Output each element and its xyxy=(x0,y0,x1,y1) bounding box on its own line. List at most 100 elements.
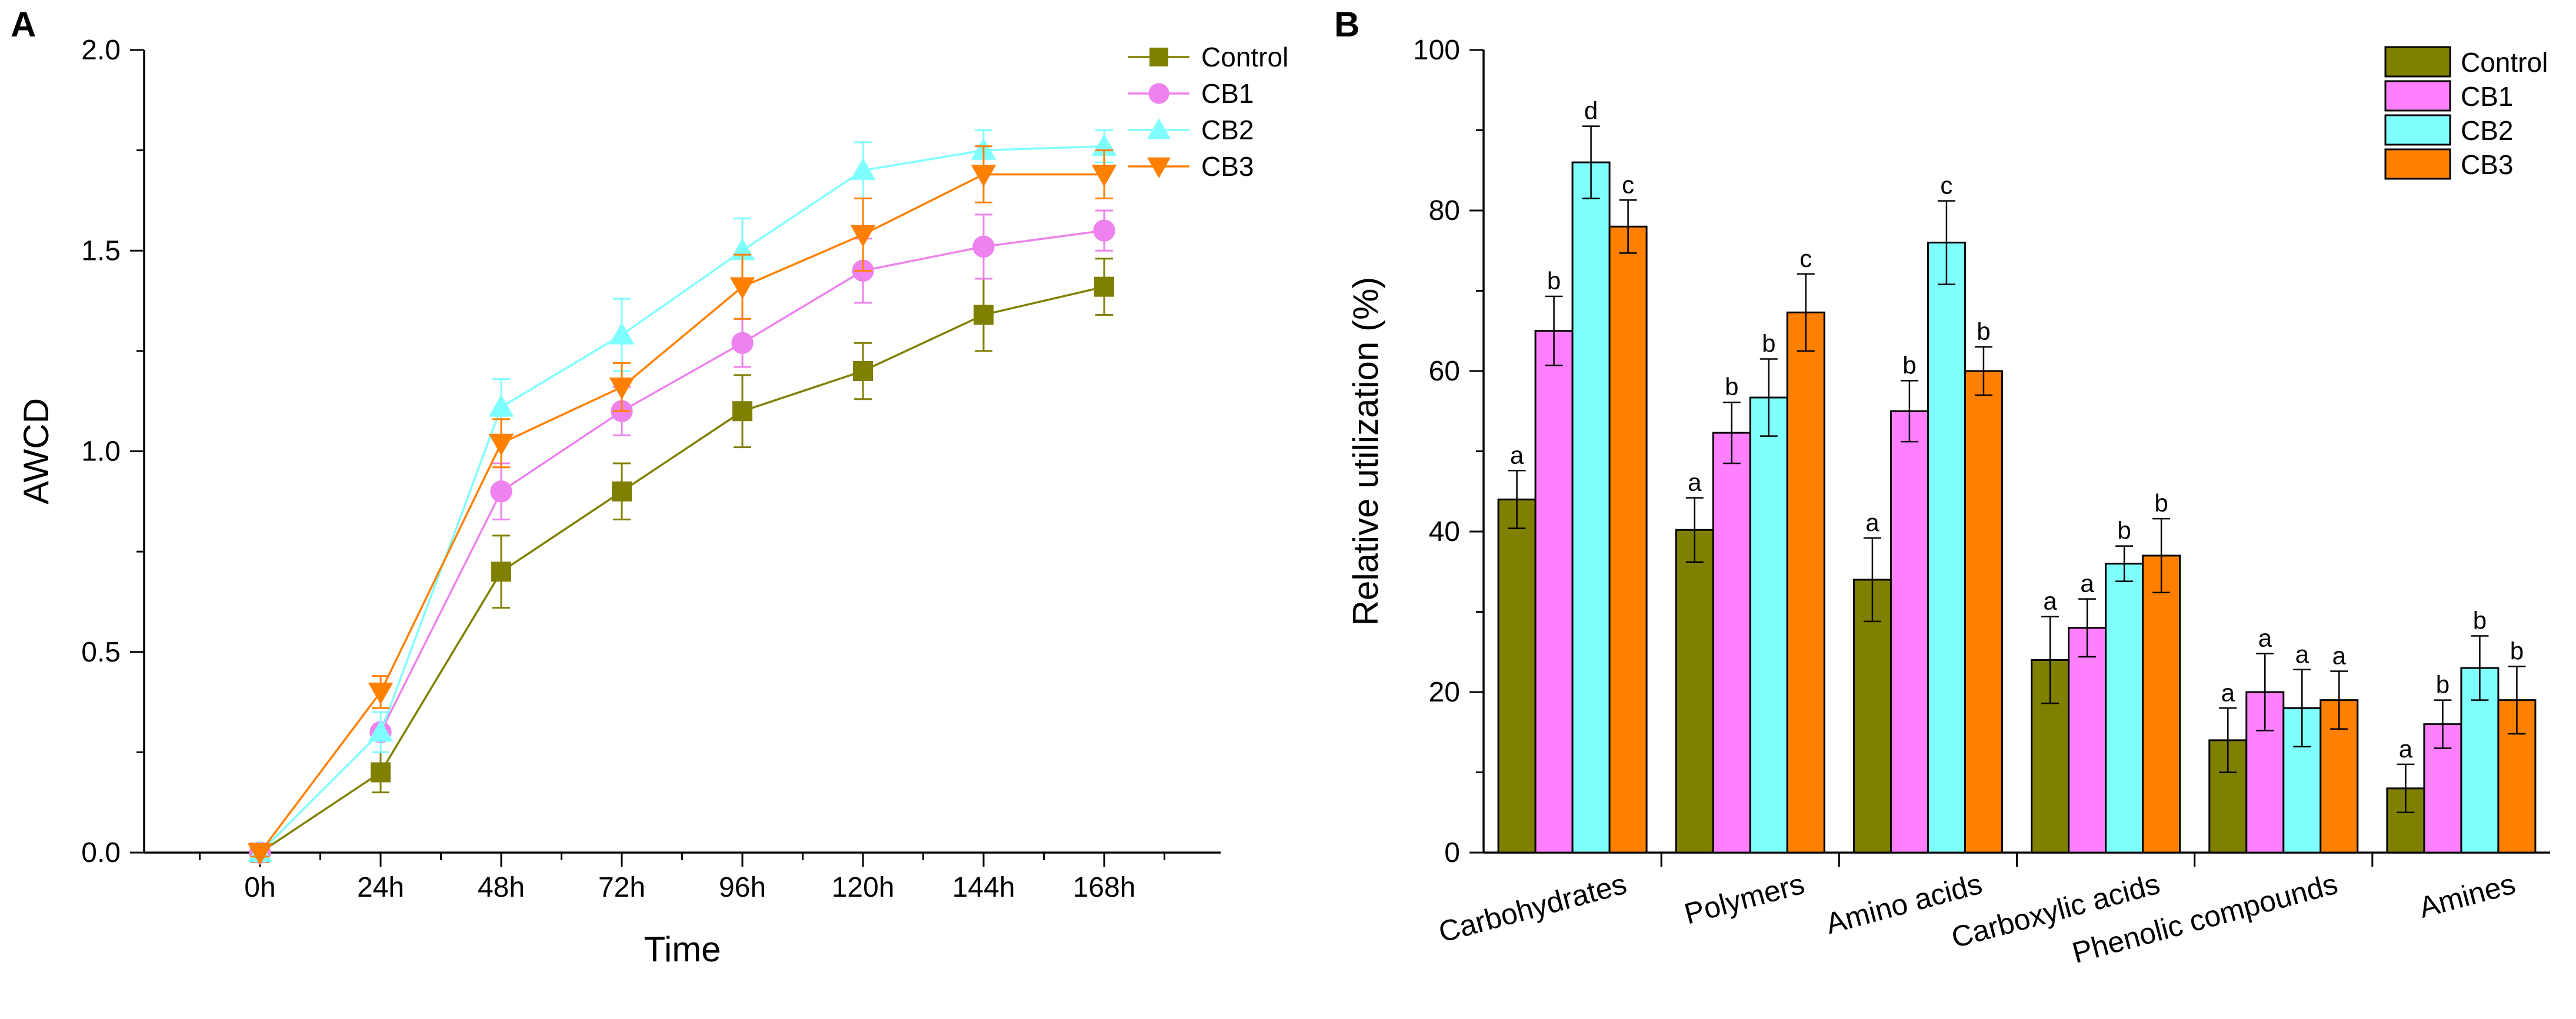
legend-label: CB2 xyxy=(2461,115,2513,146)
y-tick-label: 0 xyxy=(1444,837,1460,868)
bar-cb2 xyxy=(1749,396,1788,854)
legend-label: CB3 xyxy=(1201,151,1254,182)
data-point-cb3 xyxy=(971,165,997,187)
significance-label: b xyxy=(1725,373,1738,400)
x-tick-label: 120h xyxy=(832,872,895,903)
significance-label: b xyxy=(1547,267,1561,295)
significance-label: a xyxy=(2332,642,2347,670)
bar-control xyxy=(1675,529,1714,854)
legend-label: CB1 xyxy=(2461,81,2513,112)
y-tick-label: 1.5 xyxy=(81,235,121,266)
significance-label: b xyxy=(1977,318,1990,345)
data-point-control xyxy=(612,481,632,502)
significance-label: b xyxy=(2436,671,2450,699)
x-tick-label: 48h xyxy=(478,872,525,903)
significance-label: a xyxy=(2258,624,2272,652)
legend-label: CB1 xyxy=(1201,78,1254,109)
significance-label: c xyxy=(1799,245,1812,272)
data-point-cb3 xyxy=(488,433,514,456)
significance-label: b xyxy=(2117,517,2131,544)
y-tick-label: 100 xyxy=(1413,35,1460,66)
bar-cb3 xyxy=(1608,225,1648,854)
legend-label: CB3 xyxy=(2461,149,2513,180)
legend-swatch xyxy=(2384,114,2451,146)
legend-swatch xyxy=(2384,80,2451,112)
data-point-cb3 xyxy=(609,377,635,400)
significance-label: a xyxy=(1510,441,1524,469)
data-point-cb3 xyxy=(729,277,755,299)
legend-swatch xyxy=(2384,46,2451,78)
significance-label: a xyxy=(2221,679,2235,706)
significance-label: a xyxy=(1688,469,1702,496)
x-tick-label: 168h xyxy=(1073,872,1136,903)
data-point-cb1 xyxy=(490,480,512,503)
legend-marker xyxy=(1148,83,1169,104)
significance-label: a xyxy=(2399,735,2413,763)
category-label: Carbohydrates xyxy=(1435,867,1630,949)
y-tick-label: 0.0 xyxy=(81,837,121,868)
bar-cb1 xyxy=(1534,330,1574,854)
y-tick-label: 0.5 xyxy=(81,637,121,668)
data-point-control xyxy=(371,762,391,783)
data-point-cb1 xyxy=(731,332,754,354)
bar-cb2 xyxy=(1571,161,1611,854)
series-line-cb2 xyxy=(259,145,1105,854)
bar-cb3 xyxy=(1786,311,1825,854)
x-tick-label: 24h xyxy=(357,872,404,903)
data-point-control xyxy=(853,361,873,381)
bar-cb2 xyxy=(1927,242,1966,854)
y-tick-label: 1.0 xyxy=(81,436,121,467)
x-tick-label: 72h xyxy=(598,872,645,903)
legend-marker xyxy=(1147,118,1171,139)
data-point-cb2 xyxy=(850,158,876,180)
bar-cb2 xyxy=(2105,563,2144,854)
bar-control xyxy=(1497,498,1537,854)
legend-marker xyxy=(1147,157,1171,178)
series-line-cb3 xyxy=(259,173,1104,854)
y-tick-label: 60 xyxy=(1429,356,1460,387)
bar-cb1 xyxy=(1712,432,1751,854)
panel-label-a: A xyxy=(11,5,36,44)
significance-label: b xyxy=(2473,606,2487,634)
legend-label: Control xyxy=(1201,42,1288,72)
x-tick-label: 0h xyxy=(244,872,275,903)
y-tick-label: 2.0 xyxy=(81,35,121,66)
significance-label: c xyxy=(1622,171,1634,198)
significance-label: b xyxy=(2154,489,2168,517)
data-point-control xyxy=(1094,276,1114,297)
data-point-cb2 xyxy=(488,395,514,417)
data-point-control xyxy=(491,562,511,582)
line-chart-awcd: 0.0 0.5 1.0 1.5 2.0 0h 24h 48h 72h 96h 120h 144h 168… xyxy=(16,35,1288,969)
significance-label: a xyxy=(1865,509,1879,536)
y-tick-label: 80 xyxy=(1429,195,1460,226)
significance-label: c xyxy=(1940,172,1952,199)
data-point-cb2 xyxy=(368,720,394,742)
y-tick-label: 40 xyxy=(1429,516,1460,547)
data-point-cb3 xyxy=(850,225,876,248)
bar-cb1 xyxy=(1889,410,1929,854)
significance-label: a xyxy=(2043,587,2057,615)
y-axis-title: AWCD xyxy=(16,398,56,505)
category-label: Amines xyxy=(2415,867,2519,924)
bar-cb1 xyxy=(2068,627,2107,854)
data-point-cb2 xyxy=(609,322,635,345)
bar-cb3 xyxy=(1964,370,2003,854)
y-tick-label: 20 xyxy=(1429,677,1460,708)
panel-label-b: B xyxy=(1334,5,1359,44)
series-line-cb1 xyxy=(259,229,1105,854)
significance-label: b xyxy=(2510,637,2524,664)
legend-label: Control xyxy=(2461,47,2548,78)
y-axis-title: Relative utilization (%) xyxy=(1346,277,1385,626)
legend-marker xyxy=(1149,48,1168,66)
significance-label: d xyxy=(1584,97,1598,125)
significance-label: b xyxy=(1762,330,1775,358)
bar-cb3 xyxy=(2142,554,2181,854)
legend-label: CB2 xyxy=(1201,115,1254,145)
significance-label: b xyxy=(1902,351,1916,379)
data-point-cb3 xyxy=(368,682,394,705)
data-point-cb3 xyxy=(247,843,273,866)
data-point-control xyxy=(974,305,994,325)
series-line-control xyxy=(259,285,1105,854)
